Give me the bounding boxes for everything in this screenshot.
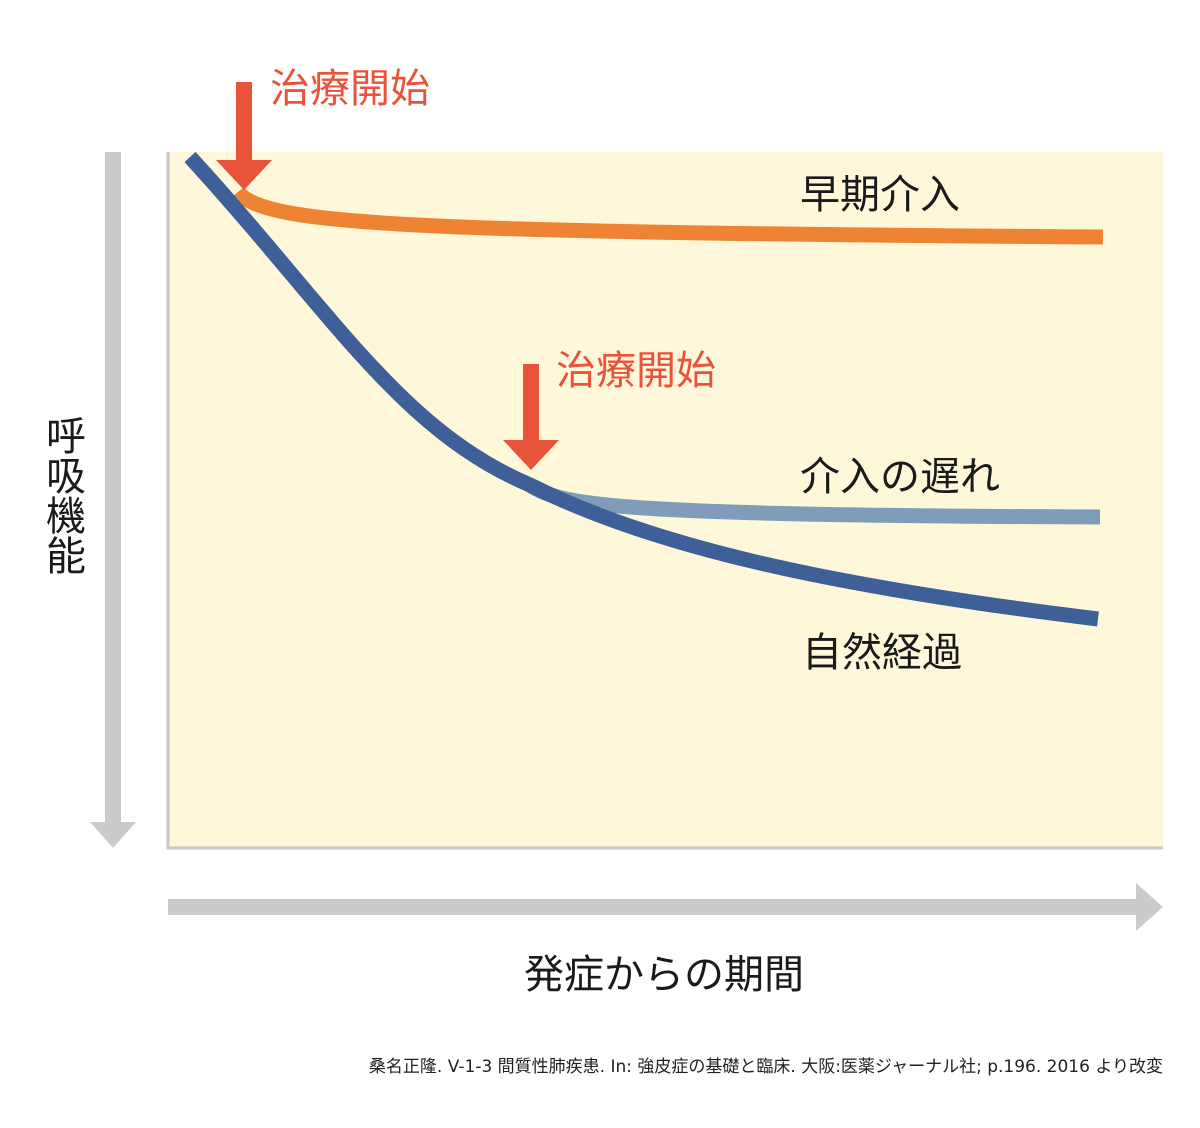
delayed-treatment-label: 治療開始 [556, 348, 716, 394]
early-intervention-label: 早期介入 [800, 172, 960, 218]
delayed-intervention-label: 介入の遅れ [800, 454, 1000, 500]
early-treatment-arrow [216, 82, 272, 190]
y-axis-label: 呼吸機能 [39, 415, 85, 575]
natural-course-label: 自然経過 [802, 630, 962, 676]
plot-area [168, 152, 1163, 848]
delayed-treatment-arrow [503, 364, 559, 470]
natural-course-curve [184, 151, 1099, 627]
plot-frame [166, 152, 1163, 850]
y-axis-arrow [90, 152, 136, 848]
x-axis-label: 発症からの期間 [524, 952, 804, 998]
early-intervention-curve [232, 186, 1104, 245]
x-axis-arrow [168, 883, 1163, 931]
early-treatment-label: 治療開始 [270, 66, 430, 112]
citation: 桑名正隆. V-1-3 間質性肺疾患. In: 強皮症の基礎と臨床. 大阪:医薬… [369, 1057, 1163, 1077]
